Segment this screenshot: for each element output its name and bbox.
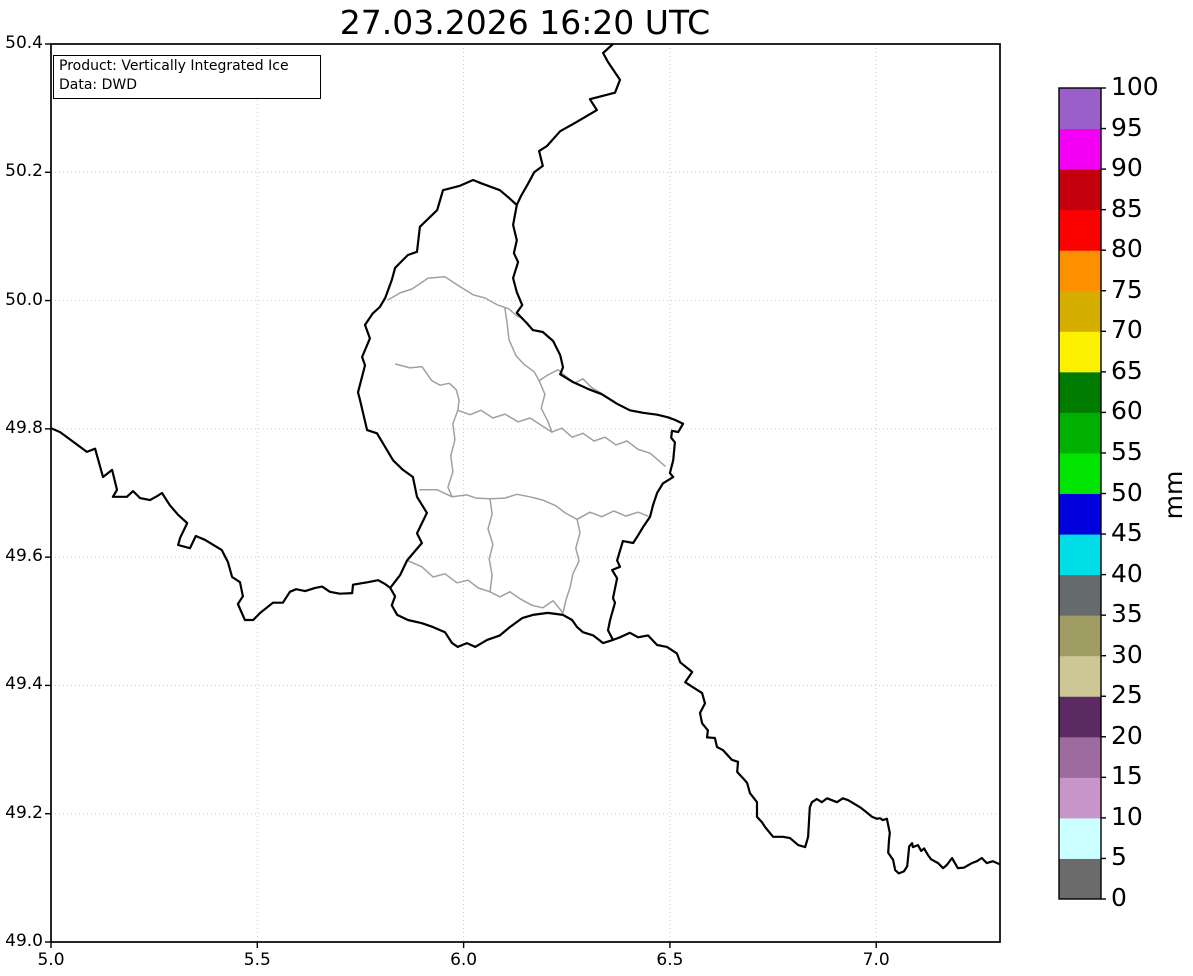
colorbar-segment [1059,128,1101,170]
map-borders [51,44,1000,875]
colorbar-tick-label: 100 [1111,72,1159,101]
colorbar-segment [1059,615,1101,657]
y-tick-label: 50.2 [5,161,43,182]
colorbar-tick-label: 35 [1111,599,1143,629]
colorbar-tick-label: 15 [1111,761,1143,791]
y-tick-label: 50.0 [5,289,43,310]
colorbar-segment [1059,250,1101,292]
colorbar-unit-label: mm [1158,470,1188,520]
colorbar [1058,87,1106,900]
luxembourg-outline [356,178,685,649]
canton-luxembourg-remich [562,518,581,614]
product-annotation-box: Product: Vertically Integrated Ice Data:… [53,55,321,99]
colorbar-tick-label: 65 [1111,355,1143,385]
canton-wiltz-vianden [504,307,540,382]
canton-diekirch-south [457,409,666,467]
y-tick-label: 50.4 [5,33,43,53]
colorbar-tick-label: 50 [1111,477,1143,507]
fr-de-border [611,631,1000,875]
y-tick-label: 49.8 [5,417,43,438]
plot-title: 27.03.2026 16:20 UTC [339,3,711,42]
colorbar-tick-label: 60 [1111,396,1143,426]
colorbar-segment [1059,493,1101,535]
x-tick-label: 6.0 [450,950,478,970]
be-de-border [515,44,622,207]
canton-redange-east [447,409,459,498]
x-tick-label: 7.0 [862,950,890,970]
x-tick-label: 6.5 [656,950,684,970]
colorbar-segment [1059,655,1101,697]
canton-capellen-luxembourg [487,498,494,593]
colorbar-tick-label: 80 [1111,234,1143,264]
annotation-data-line: Data: DWD [59,77,137,93]
canton-wiltz-south [395,363,460,412]
colorbar-tick-label: 10 [1111,801,1143,831]
colorbar-segment [1059,331,1101,373]
colorbar-tick-label: 20 [1111,720,1143,750]
axis-tick-marks [45,43,877,948]
colorbar-tick-label: 95 [1111,112,1143,142]
colorbar-segment [1059,412,1101,454]
colorbar-segment [1059,371,1101,413]
colorbar-segment [1059,817,1101,859]
colorbar-tick-label: 30 [1111,639,1143,669]
colorbar-tick-label: 75 [1111,274,1143,304]
colorbar-tick-label: 40 [1111,558,1143,588]
x-tick-label: 5.0 [37,950,65,970]
colorbar-segment [1059,290,1101,332]
colorbar-tick-label: 5 [1111,842,1127,872]
gridlines [50,43,1000,943]
canton-clervaux-south [387,276,523,319]
colorbar-segment [1059,696,1101,738]
colorbar-tick-label: 90 [1111,153,1143,183]
colorbar-segment [1059,88,1101,130]
y-tick-label: 49.6 [5,546,43,567]
colorbar-tick-label: 25 [1111,680,1143,710]
colorbar-tick-label: 85 [1111,193,1143,223]
y-tick-label: 49.0 [5,931,43,951]
colorbar-segment [1059,574,1101,616]
colorbar-segment [1059,169,1101,211]
x-tick-label: 5.5 [243,950,271,970]
y-tick-label: 49.2 [5,802,43,823]
colorbar-segment [1059,736,1101,778]
colorbar-tick-label: 45 [1111,518,1143,548]
annotation-product-line: Product: Vertically Integrated Ice [59,58,289,74]
colorbar-segment [1059,858,1101,900]
colorbar-segment [1059,452,1101,494]
canton-esch-north [406,559,564,614]
y-tick-label: 49.4 [5,674,43,695]
colorbar-tick-label: 55 [1111,436,1143,466]
colorbar-segment [1059,777,1101,819]
canton-mersch-south [419,489,649,521]
colorbar-tick-label: 0 [1111,883,1127,912]
colorbar-tick-label: 70 [1111,315,1143,345]
canton-diekirch-mersch [538,379,553,433]
colorbar-segment [1059,534,1101,576]
plot-frame [50,43,1001,943]
colorbar-segment [1059,209,1101,251]
fr-be-border [51,427,392,622]
